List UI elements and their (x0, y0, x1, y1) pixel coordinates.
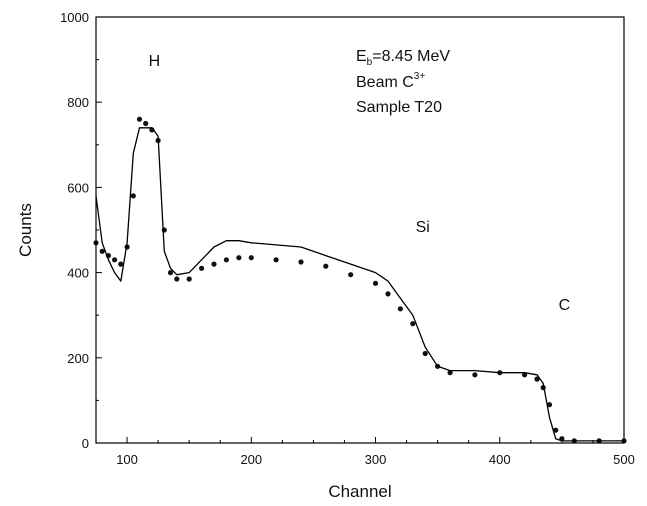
info-beam: Beam C3+ (356, 71, 425, 91)
data-point (348, 272, 354, 278)
data-point (553, 427, 559, 433)
info-beam-prefix: Beam C (356, 74, 414, 91)
annotation-si: Si (416, 219, 430, 236)
data-point (534, 376, 540, 382)
data-point (372, 280, 379, 286)
x-tick-label-300: 300 (365, 452, 387, 467)
data-point (385, 291, 391, 297)
x-tick-label-100: 100 (116, 452, 138, 467)
peak-labels: H Si C (149, 53, 571, 314)
data-point (397, 306, 403, 312)
data-point (546, 402, 553, 408)
data-point (472, 372, 478, 378)
info-box: Eb=8.45 MeV Beam C3+ Sample T20 (356, 48, 450, 116)
y-axis-title: Counts (16, 203, 35, 257)
y-tick-label-800: 800 (67, 95, 89, 110)
fit-line (95, 127, 624, 442)
y-tick-label-400: 400 (67, 266, 89, 281)
info-energy: Eb=8.45 MeV (356, 48, 450, 68)
data-point (211, 261, 217, 267)
y-tick-label-0: 0 (82, 436, 89, 451)
data-point (143, 120, 149, 127)
data-point (422, 350, 428, 357)
info-beam-sup: 3+ (414, 71, 426, 82)
data-point (186, 276, 192, 282)
x-axis: 100 200 300 400 500 (116, 437, 635, 467)
data-point (130, 193, 136, 199)
data-point (410, 321, 416, 327)
x-tick-label-200: 200 (240, 452, 262, 467)
x-tick-label-400: 400 (489, 452, 511, 467)
annotation-h: H (149, 53, 161, 70)
info-energy-rest: =8.45 MeV (372, 48, 450, 65)
data-point (248, 255, 254, 261)
data-point (273, 257, 279, 263)
y-tick-label-600: 600 (67, 180, 89, 195)
plot-area (93, 116, 627, 444)
x-axis-title: Channel (328, 482, 391, 501)
data-point (223, 257, 229, 263)
y-axis: 0 200 400 600 800 1000 (60, 10, 102, 451)
data-point (167, 270, 174, 276)
data-point (323, 263, 329, 269)
data-point (236, 255, 242, 261)
y-tick-label-1000: 1000 (60, 10, 89, 25)
annotation-c: C (559, 297, 571, 314)
y-tick-label-200: 200 (67, 351, 89, 366)
data-point (174, 276, 180, 282)
data-point (298, 259, 304, 265)
data-point (447, 370, 453, 376)
data-point (112, 257, 118, 263)
data-point (118, 261, 124, 267)
data-point (136, 116, 143, 122)
x-tick-label-500: 500 (613, 452, 635, 467)
info-sample: Sample T20 (356, 99, 442, 116)
info-energy-sub: b (367, 57, 373, 68)
data-point (199, 265, 205, 271)
info-energy-prefix: E (356, 48, 367, 65)
data-point (99, 248, 105, 254)
